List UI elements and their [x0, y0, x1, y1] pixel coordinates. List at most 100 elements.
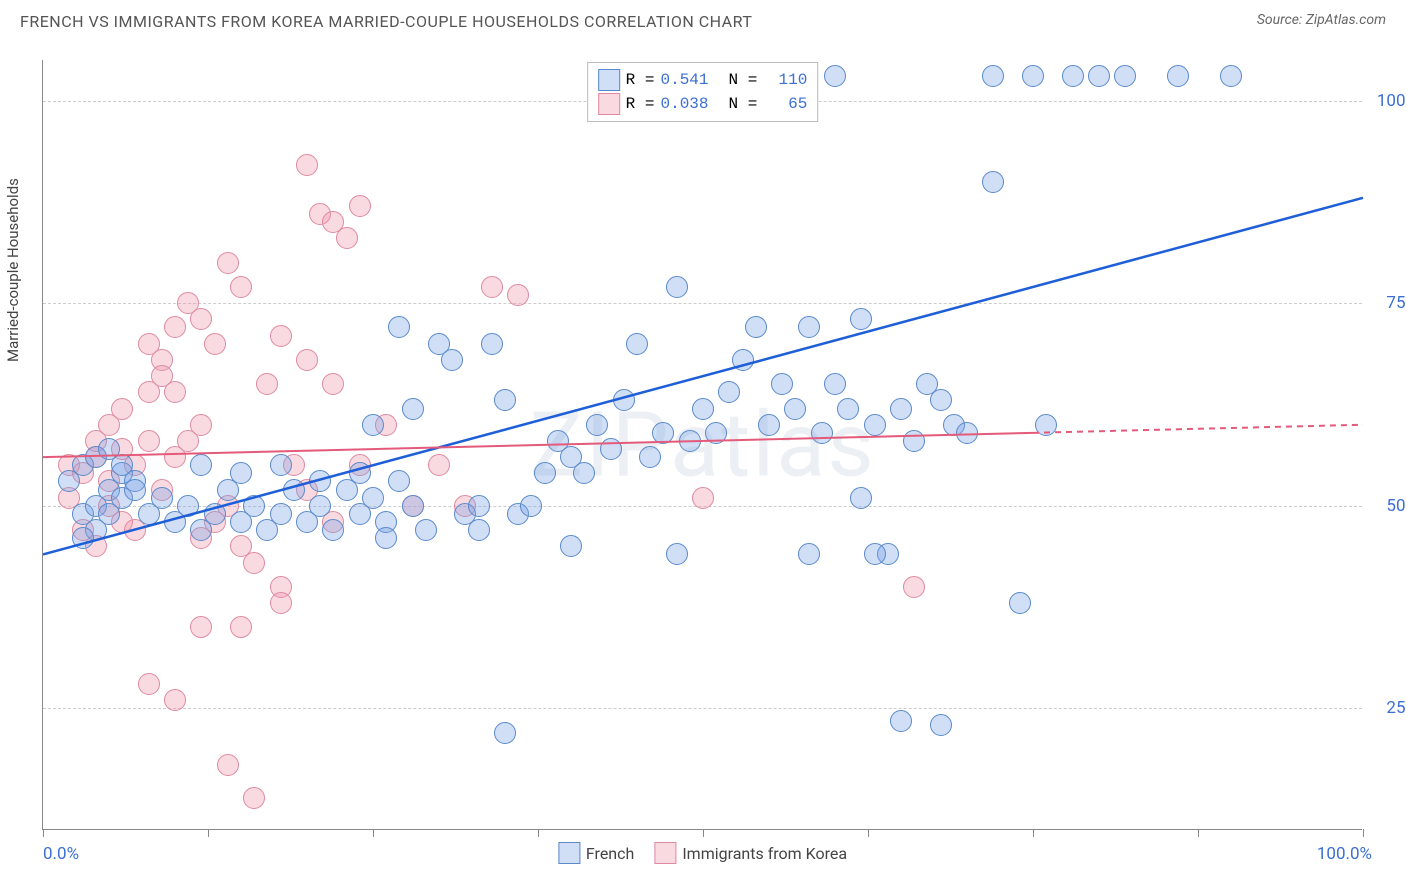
data-point	[362, 414, 384, 436]
data-point	[111, 398, 133, 420]
data-point	[718, 381, 740, 403]
data-point	[798, 543, 820, 565]
x-tick	[1363, 829, 1364, 837]
data-point	[1035, 414, 1057, 436]
data-point	[270, 503, 292, 525]
data-point	[1220, 65, 1242, 87]
data-point	[190, 454, 212, 476]
data-point	[890, 710, 912, 732]
data-point	[520, 495, 542, 517]
data-point	[692, 487, 714, 509]
x-tick	[703, 829, 704, 837]
data-point	[494, 389, 516, 411]
data-point	[982, 65, 1004, 87]
data-point	[1088, 65, 1110, 87]
data-point	[732, 349, 754, 371]
correlation-legend: R = 0.541 N = 110 R = 0.038 N = 65	[587, 62, 819, 122]
y-tick-label: 100.0%	[1372, 91, 1406, 111]
data-point	[560, 535, 582, 557]
data-point	[402, 398, 424, 420]
data-point	[930, 714, 952, 736]
x-tick	[868, 829, 869, 837]
source-label: Source: ZipAtlas.com	[1257, 12, 1386, 28]
data-point	[164, 316, 186, 338]
data-point	[586, 414, 608, 436]
y-tick-label: 25.0%	[1372, 698, 1406, 718]
n-value-french: 110	[763, 71, 807, 89]
data-point	[230, 276, 252, 298]
data-point	[349, 462, 371, 484]
data-point	[903, 576, 925, 598]
scatter-chart: ZIPatlas 25.0%50.0%75.0%100.0% Married-c…	[42, 60, 1362, 830]
data-point	[1167, 65, 1189, 87]
data-point	[639, 446, 661, 468]
r-label: R =	[626, 71, 655, 89]
data-point	[666, 276, 688, 298]
korea-swatch-icon	[654, 842, 676, 864]
data-point	[864, 414, 886, 436]
data-point	[758, 414, 780, 436]
data-point	[256, 373, 278, 395]
data-point	[375, 527, 397, 549]
legend-row-korea: R = 0.038 N = 65	[598, 93, 808, 115]
data-point	[388, 470, 410, 492]
data-point	[481, 276, 503, 298]
data-point	[322, 519, 344, 541]
data-point	[798, 316, 820, 338]
data-point	[850, 487, 872, 509]
data-point	[98, 503, 120, 525]
data-point	[864, 543, 886, 565]
data-point	[626, 333, 648, 355]
data-point	[837, 398, 859, 420]
data-point	[177, 495, 199, 517]
data-point	[243, 552, 265, 574]
data-point	[243, 495, 265, 517]
data-point	[824, 65, 846, 87]
data-point	[124, 479, 146, 501]
data-point	[164, 381, 186, 403]
n-label: N =	[729, 95, 758, 113]
data-point	[705, 422, 727, 444]
data-point	[1114, 65, 1136, 87]
data-point	[679, 430, 701, 452]
data-point	[138, 673, 160, 695]
legend-item-french: French	[558, 842, 634, 864]
data-point	[481, 333, 503, 355]
data-point	[415, 519, 437, 541]
data-point	[72, 527, 94, 549]
r-label: R =	[626, 95, 655, 113]
data-point	[494, 722, 516, 744]
x-axis-max-label: 100.0%	[1317, 844, 1372, 864]
data-point	[309, 470, 331, 492]
data-point	[850, 308, 872, 330]
series-legend: French Immigrants from Korea	[558, 842, 847, 864]
data-point	[151, 487, 173, 509]
x-tick	[208, 829, 209, 837]
data-point	[230, 462, 252, 484]
data-point	[362, 487, 384, 509]
legend-row-french: R = 0.541 N = 110	[598, 69, 808, 91]
data-point	[336, 227, 358, 249]
data-point	[507, 284, 529, 306]
x-tick	[1033, 829, 1034, 837]
data-point	[243, 787, 265, 809]
french-swatch-icon	[558, 842, 580, 864]
n-value-korea: 65	[763, 95, 807, 113]
data-point	[270, 454, 292, 476]
data-point	[190, 414, 212, 436]
y-tick-label: 50.0%	[1372, 496, 1406, 516]
data-point	[270, 325, 292, 347]
data-point	[1022, 65, 1044, 87]
x-tick	[1198, 829, 1199, 837]
data-point	[573, 462, 595, 484]
data-point	[784, 398, 806, 420]
data-point	[217, 252, 239, 274]
korea-swatch-icon	[598, 93, 620, 115]
data-point	[349, 195, 371, 217]
data-point	[309, 495, 331, 517]
data-point	[164, 689, 186, 711]
data-point	[692, 398, 714, 420]
legend-label-french: French	[586, 844, 634, 863]
data-point	[956, 422, 978, 444]
data-point	[468, 495, 490, 517]
